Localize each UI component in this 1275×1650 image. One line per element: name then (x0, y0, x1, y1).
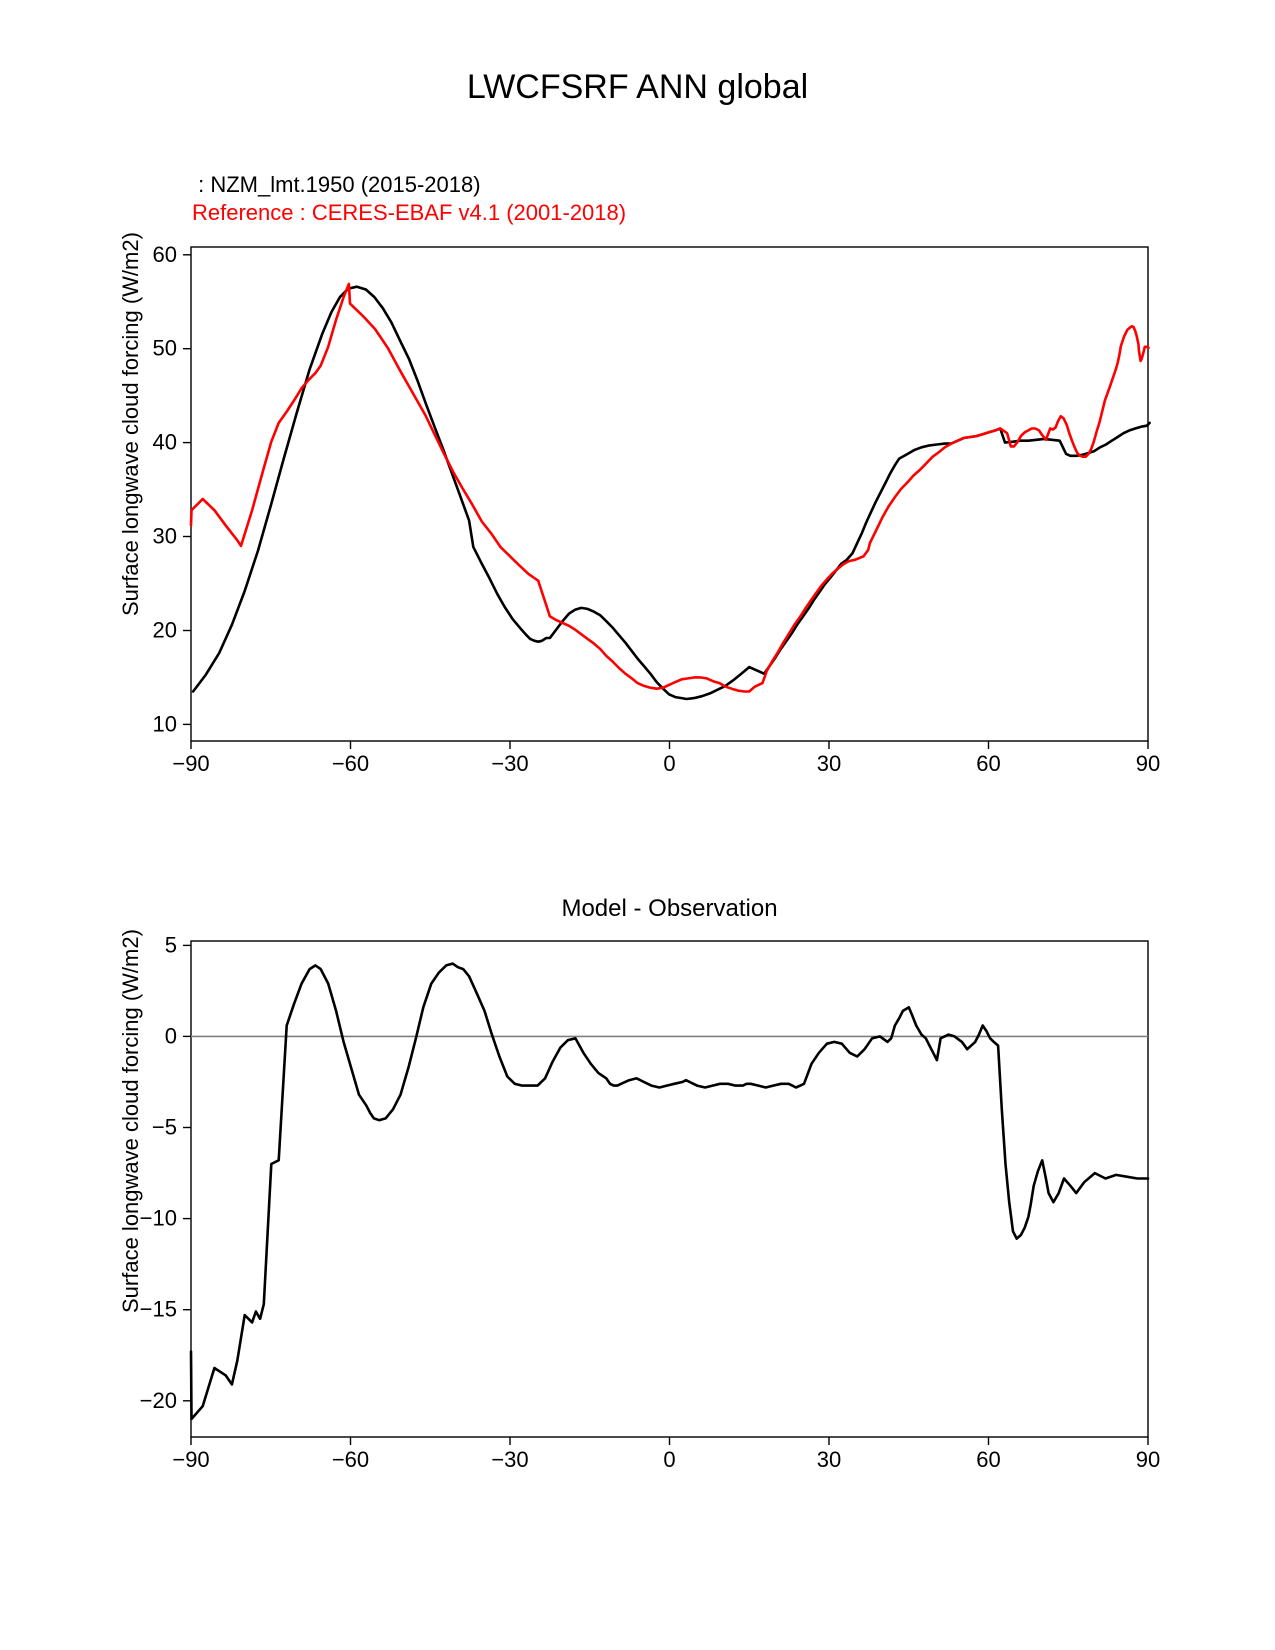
svg-text:50: 50 (153, 336, 177, 361)
svg-text:−10: −10 (140, 1206, 177, 1231)
svg-text:−90: −90 (172, 751, 209, 776)
svg-text:60: 60 (976, 751, 1000, 776)
svg-text:−30: −30 (491, 751, 528, 776)
svg-text:−30: −30 (491, 1447, 528, 1472)
svg-text:20: 20 (153, 618, 177, 643)
svg-text:60: 60 (153, 242, 177, 267)
svg-text:40: 40 (153, 430, 177, 455)
svg-text:−5: −5 (152, 1115, 177, 1140)
svg-text:−90: −90 (172, 1447, 209, 1472)
svg-text:90: 90 (1136, 751, 1160, 776)
svg-text:−20: −20 (140, 1388, 177, 1413)
svg-text:0: 0 (663, 751, 675, 776)
svg-text:90: 90 (1136, 1447, 1160, 1472)
svg-text:−60: −60 (332, 1447, 369, 1472)
svg-text:10: 10 (153, 711, 177, 736)
svg-text:5: 5 (165, 932, 177, 957)
svg-text:0: 0 (663, 1447, 675, 1472)
svg-text:60: 60 (976, 1447, 1000, 1472)
svg-text:0: 0 (165, 1023, 177, 1048)
svg-text:30: 30 (817, 751, 841, 776)
svg-text:30: 30 (153, 524, 177, 549)
svg-text:−15: −15 (140, 1297, 177, 1322)
svg-text:−60: −60 (332, 751, 369, 776)
svg-text:30: 30 (817, 1447, 841, 1472)
